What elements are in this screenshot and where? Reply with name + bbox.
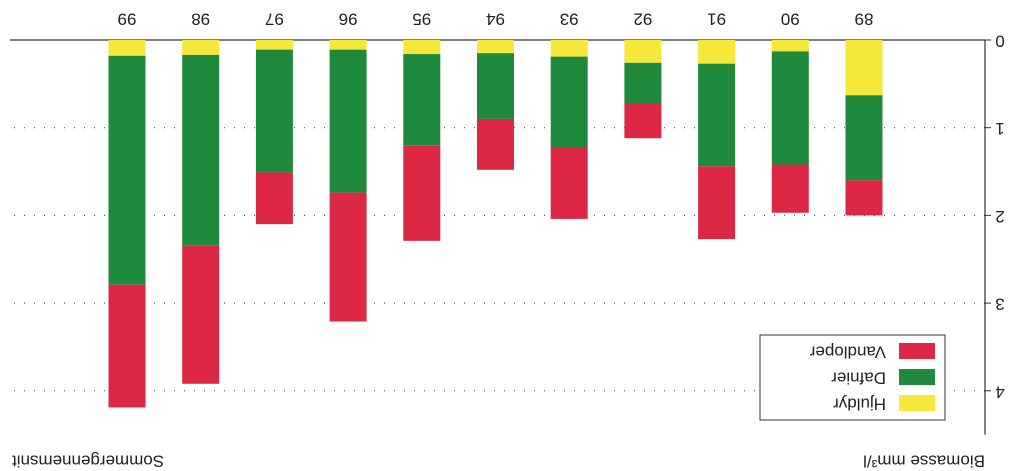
bar-segment (771, 40, 809, 52)
y-tick-label: 4 (995, 382, 1004, 401)
legend-label: Hjuldyr (833, 395, 886, 414)
note: Sommergennemsnit (12, 452, 164, 471)
bar-segment (477, 118, 514, 170)
y-tick-label: 1 (995, 119, 1004, 138)
x-tick-label: 98 (191, 10, 210, 29)
bar-segment (477, 53, 514, 119)
x-tick-label: 95 (412, 10, 431, 29)
bar-segment (624, 62, 662, 105)
bar-segment (329, 40, 367, 50)
x-tick-label: 97 (265, 10, 284, 29)
bar-segment (624, 104, 662, 139)
bar-segment (182, 245, 220, 384)
bar-segment (771, 51, 809, 165)
bar-segment (403, 145, 441, 241)
bar-segment (845, 95, 883, 181)
y-axis-label: Biomasse mm³/l (863, 452, 985, 471)
bar-segment (698, 63, 736, 167)
y-tick-label: 2 (995, 207, 1004, 226)
bar-segment (550, 40, 588, 57)
x-tick-label: 99 (118, 10, 137, 29)
bar-segment (403, 40, 441, 55)
bar-segment (255, 172, 293, 225)
x-tick-label: 92 (633, 10, 652, 29)
legend-label: Vandloper (809, 343, 886, 362)
legend-swatch (899, 343, 935, 359)
bar-segment (403, 54, 441, 146)
bar-segment (698, 166, 736, 240)
legend-label: Dafnier (831, 369, 886, 388)
bar-segment (624, 40, 662, 63)
x-tick-label: 90 (781, 10, 800, 29)
bar-segment (108, 40, 146, 56)
legend-swatch (899, 395, 935, 411)
x-tick-label: 89 (855, 10, 874, 29)
legend-swatch (899, 369, 935, 385)
bar-segment (329, 192, 367, 322)
bar-segment (182, 54, 220, 246)
x-tick-label: 94 (486, 10, 505, 29)
bar-segment (108, 284, 146, 408)
y-tick-label: 0 (995, 32, 1004, 51)
bar-segment (477, 40, 514, 54)
bar-segment (329, 49, 367, 193)
bar-segment (108, 55, 146, 285)
bar-segment (698, 40, 736, 64)
bar-segment (771, 164, 809, 213)
x-tick-label: 91 (707, 10, 726, 29)
y-tick-label: 3 (995, 295, 1004, 314)
x-tick-label: 96 (339, 10, 358, 29)
bar-segment (255, 40, 293, 50)
bar-segment (550, 56, 588, 147)
bar-segment (845, 180, 883, 216)
bar-segment (845, 40, 883, 96)
bar-segment (182, 40, 220, 55)
bar-segment (550, 146, 588, 219)
x-tick-label: 93 (560, 10, 579, 29)
bar-segment (255, 49, 293, 173)
